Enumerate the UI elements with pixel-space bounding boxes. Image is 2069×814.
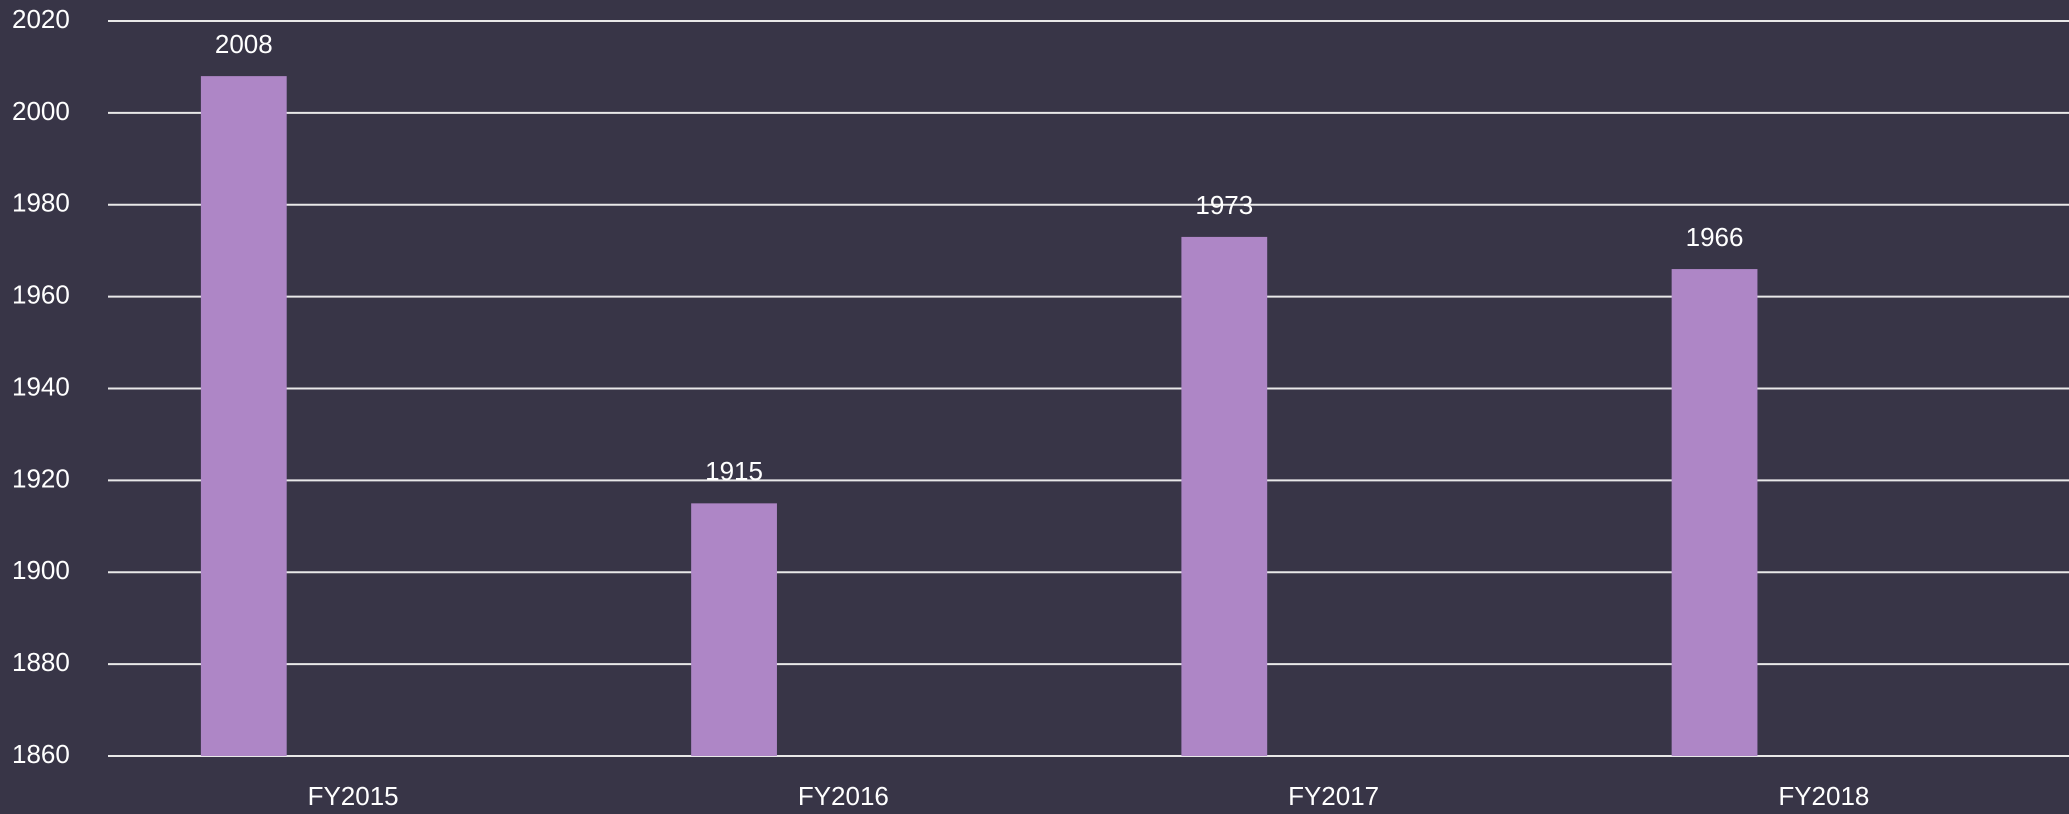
- bar: [691, 503, 777, 756]
- value-label: 2008: [215, 29, 273, 59]
- x-tick-label: FY2015: [308, 781, 399, 811]
- value-label: 1966: [1686, 222, 1744, 252]
- y-tick-label: 1860: [12, 739, 70, 769]
- bar: [1671, 269, 1758, 756]
- y-tick-label: 2000: [12, 96, 70, 126]
- x-tick-label: FY2016: [798, 781, 889, 811]
- y-tick-label: 1960: [12, 280, 70, 310]
- y-tick-label: 1920: [12, 463, 70, 493]
- value-label: 1973: [1195, 190, 1253, 220]
- y-tick-label: 1900: [12, 555, 70, 585]
- bar: [200, 76, 287, 756]
- bar: [1181, 236, 1268, 756]
- y-tick-label: 1980: [12, 188, 70, 218]
- x-tick-label: FY2018: [1778, 781, 1869, 811]
- x-tick-label: FY2017: [1288, 781, 1379, 811]
- y-tick-label: 1940: [12, 371, 70, 401]
- value-label: 1915: [705, 456, 763, 486]
- y-tick-label: 2020: [12, 4, 70, 34]
- y-tick-label: 1880: [12, 647, 70, 677]
